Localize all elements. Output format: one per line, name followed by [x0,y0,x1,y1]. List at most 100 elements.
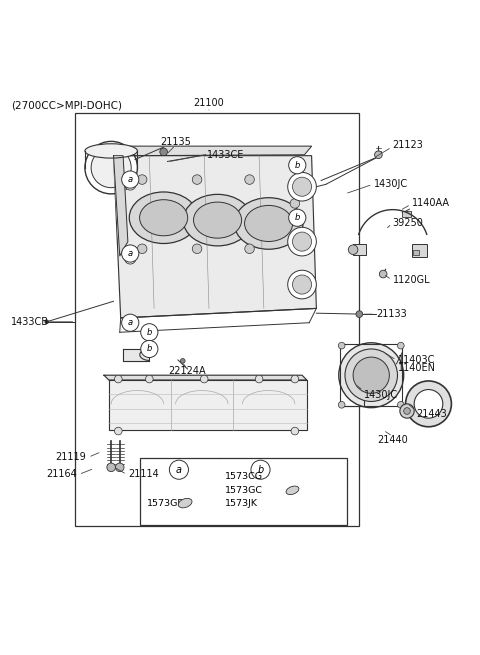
Circle shape [290,198,300,208]
Circle shape [160,148,168,156]
Circle shape [169,460,189,479]
Circle shape [356,310,363,318]
Bar [353,244,366,255]
Text: b: b [147,328,152,337]
Bar [412,244,427,257]
Text: b: b [257,464,264,475]
Text: 1433CB: 1433CB [11,317,49,327]
Text: 1433CE: 1433CE [206,150,244,160]
Circle shape [292,232,312,251]
Ellipse shape [178,498,192,508]
Polygon shape [123,349,149,361]
Ellipse shape [140,200,188,236]
Text: 1573JK: 1573JK [225,499,257,508]
Circle shape [124,179,136,190]
Text: 21119: 21119 [56,453,86,462]
Circle shape [291,375,299,383]
Circle shape [404,407,410,415]
Circle shape [338,343,345,349]
Text: 11403C: 11403C [397,355,435,365]
Circle shape [192,175,202,184]
Circle shape [292,275,312,294]
Circle shape [91,147,131,188]
Text: 21100: 21100 [193,98,224,108]
Text: 1573GC: 1573GC [225,486,263,495]
Circle shape [414,390,443,418]
Circle shape [121,171,139,188]
Circle shape [107,463,116,472]
Text: a: a [128,175,133,184]
Circle shape [397,343,404,349]
Circle shape [353,357,389,394]
Circle shape [374,151,382,159]
Bar [413,250,419,255]
Circle shape [245,175,254,184]
Circle shape [345,349,397,402]
Ellipse shape [234,198,303,250]
Circle shape [121,245,139,262]
Circle shape [121,314,139,331]
Bar [140,458,348,525]
Circle shape [292,177,312,196]
Circle shape [145,375,153,383]
Circle shape [288,172,316,201]
Circle shape [338,402,345,408]
Circle shape [192,244,202,253]
Polygon shape [123,146,312,156]
Text: 1140AA: 1140AA [412,198,450,208]
Circle shape [288,271,316,299]
Ellipse shape [129,192,198,244]
Ellipse shape [193,202,241,238]
Circle shape [406,381,451,427]
Text: 1573GF: 1573GF [147,498,184,508]
Circle shape [288,157,306,174]
Circle shape [245,244,254,253]
Circle shape [251,460,270,479]
Circle shape [400,404,414,418]
Polygon shape [114,156,316,318]
Ellipse shape [286,486,299,495]
Text: 1120GL: 1120GL [393,275,431,285]
Circle shape [124,253,136,264]
Text: a: a [176,464,182,475]
Text: 1430JC: 1430JC [364,390,398,400]
Circle shape [180,358,185,364]
Bar [75,113,360,525]
Polygon shape [109,380,307,430]
Text: 1140EN: 1140EN [397,363,435,373]
Text: 21123: 21123 [393,140,423,150]
Text: a: a [128,249,133,258]
Text: 1573CG: 1573CG [225,472,263,481]
Circle shape [348,245,358,255]
Circle shape [85,141,137,194]
Circle shape [137,244,147,253]
Circle shape [115,375,122,383]
Circle shape [137,175,147,184]
Circle shape [200,375,208,383]
Text: 21164: 21164 [46,470,77,479]
Circle shape [45,320,48,324]
Circle shape [288,227,316,256]
Ellipse shape [245,206,293,242]
Ellipse shape [183,195,252,246]
Text: 39250: 39250 [393,217,423,227]
Ellipse shape [85,143,137,158]
Text: a: a [128,318,133,328]
Text: 22124A: 22124A [168,366,206,377]
Circle shape [255,375,263,383]
Circle shape [291,427,299,435]
Circle shape [379,271,387,278]
Circle shape [339,343,404,407]
Circle shape [141,341,158,358]
Polygon shape [114,156,128,256]
Circle shape [116,463,124,472]
Text: b: b [147,345,152,354]
Text: b: b [295,214,300,222]
Circle shape [141,324,158,341]
Text: 21133: 21133 [376,309,407,319]
Text: 21443: 21443 [417,409,447,419]
Text: 21135: 21135 [160,138,191,147]
Circle shape [397,402,404,408]
Text: 21114: 21114 [128,470,158,479]
Polygon shape [104,375,307,380]
